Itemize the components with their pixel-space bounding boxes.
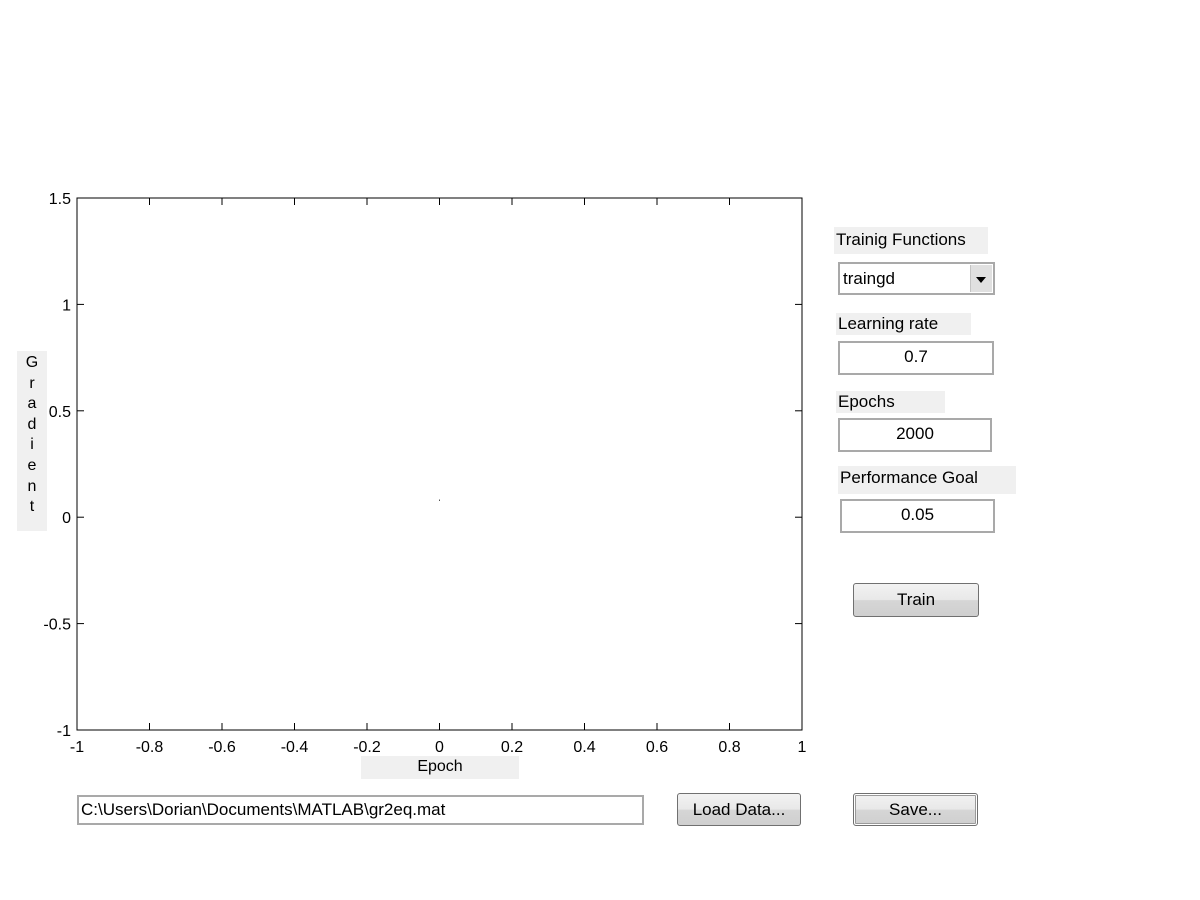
y-axis-ticks: -1 -0.5 0 0.5 1 1.5 bbox=[43, 191, 802, 740]
x-tick-label: -1 bbox=[70, 739, 84, 756]
y-tick-label: 1.5 bbox=[49, 191, 71, 208]
load-data-button[interactable]: Load Data... bbox=[677, 793, 801, 826]
x-axis-ticks: -1 -0.8 -0.6 -0.4 -0.2 0 0.2 0.4 0.6 0.8 1 bbox=[70, 198, 807, 756]
y-axis-label-letter: t bbox=[29, 498, 35, 516]
x-tick-label: 1 bbox=[798, 739, 807, 756]
y-tick-label: 0.5 bbox=[49, 404, 71, 421]
y-tick-label: 1 bbox=[62, 297, 71, 314]
learning-rate-input[interactable]: 0.7 bbox=[838, 341, 994, 375]
performance-goal-label: Performance Goal bbox=[838, 466, 1016, 494]
y-axis-label-letter: e bbox=[27, 456, 37, 474]
y-tick-label: 0 bbox=[62, 510, 71, 527]
x-tick-label: -0.8 bbox=[136, 739, 164, 756]
plot-series bbox=[439, 499, 440, 501]
training-function-value: traingd bbox=[843, 269, 895, 288]
x-tick-label: 0.8 bbox=[718, 739, 740, 756]
data-point bbox=[439, 499, 440, 501]
learning-rate-label: Learning rate bbox=[836, 313, 971, 335]
file-path-field[interactable]: C:\Users\Dorian\Documents\MATLAB\gr2eq.m… bbox=[77, 795, 644, 825]
y-axis-label-letter: n bbox=[27, 477, 37, 495]
y-axis-label-letter: i bbox=[30, 436, 34, 454]
train-button[interactable]: Train bbox=[853, 583, 979, 617]
training-functions-label: Trainig Functions bbox=[834, 227, 988, 254]
y-tick-label: -1 bbox=[57, 723, 71, 740]
y-axis-label-letter: G bbox=[25, 354, 39, 371]
x-axis-label: Epoch bbox=[361, 756, 519, 779]
y-axis-label-letter: r bbox=[29, 374, 35, 392]
y-axis-label-letter: a bbox=[27, 395, 37, 413]
dropdown-arrow-button[interactable] bbox=[970, 265, 992, 292]
plot-axes-box bbox=[76, 197, 803, 731]
y-axis-label-letter: d bbox=[27, 415, 37, 433]
x-tick-label: 0 bbox=[435, 739, 444, 756]
y-tick-label: -0.5 bbox=[43, 617, 71, 634]
save-button[interactable]: Save... bbox=[853, 793, 978, 826]
x-tick-label: 0.2 bbox=[501, 739, 523, 756]
x-tick-label: 0.4 bbox=[573, 739, 595, 756]
x-tick-label: 0.6 bbox=[646, 739, 668, 756]
epochs-label: Epochs bbox=[836, 391, 945, 413]
performance-goal-input[interactable]: 0.05 bbox=[840, 499, 995, 533]
x-tick-label: -0.2 bbox=[353, 739, 381, 756]
x-tick-label: -0.4 bbox=[281, 739, 309, 756]
x-tick-label: -0.6 bbox=[208, 739, 236, 756]
training-function-dropdown[interactable]: traingd bbox=[838, 262, 995, 295]
chevron-down-icon bbox=[976, 277, 986, 283]
epochs-input[interactable]: 2000 bbox=[838, 418, 992, 452]
